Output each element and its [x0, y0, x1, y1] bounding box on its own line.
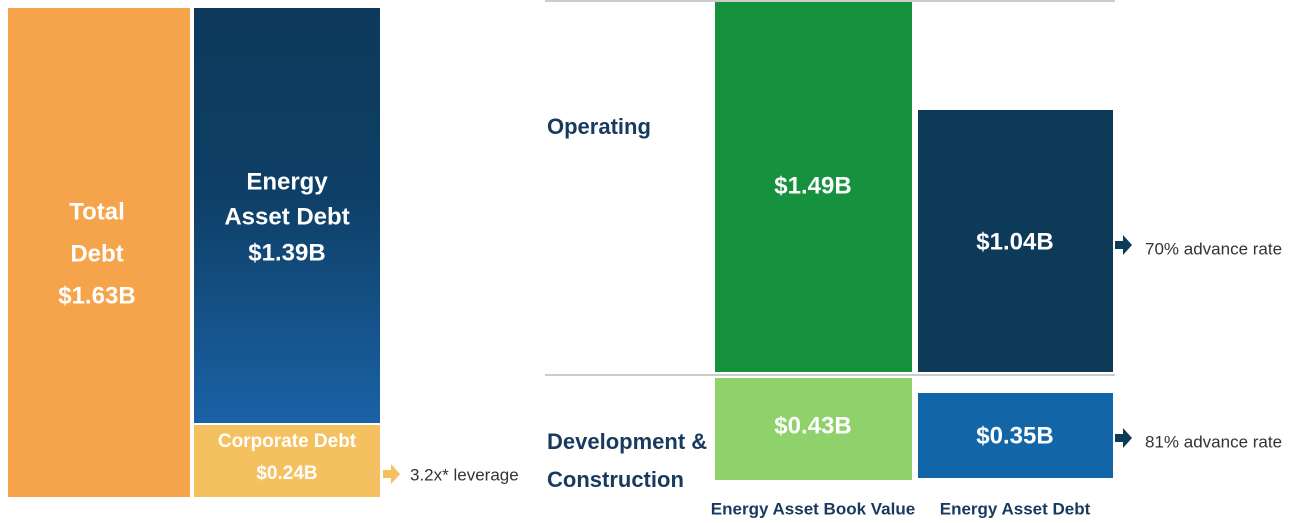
arrow: [1115, 235, 1132, 255]
total-label: Total: [69, 198, 125, 225]
row-label: Operating: [547, 114, 651, 139]
arrow: [1115, 428, 1132, 448]
book-value-development: [715, 378, 912, 480]
row-label: Construction: [547, 467, 684, 492]
value-label: $0.43B: [774, 412, 851, 439]
total-debt-box: [8, 8, 190, 497]
arrow: [383, 464, 400, 484]
column-label: Energy Asset Book Value: [711, 499, 915, 518]
leverage-note: 3.2x* leverage: [410, 465, 519, 484]
energy-asset-debt-box: [194, 8, 380, 423]
debt-development: [918, 393, 1113, 478]
total-value: $1.63B: [58, 282, 135, 309]
value-label: $1.49B: [774, 172, 851, 199]
corporate-debt-box: [194, 425, 380, 497]
total-label: Debt: [70, 240, 123, 267]
column-label: Energy Asset Debt: [940, 499, 1091, 518]
debt-operating: [918, 110, 1113, 372]
row-label: Development &: [547, 429, 707, 454]
corporate-value: $0.24B: [256, 463, 317, 484]
value-label: $1.04B: [976, 228, 1053, 255]
book-value-operating: [715, 2, 912, 372]
corporate-label: Corporate Debt: [218, 431, 357, 452]
energy-label: Energy: [246, 168, 328, 195]
energy-label: Asset Debt: [224, 203, 349, 230]
advance-rate: 81% advance rate: [1145, 432, 1282, 451]
energy-value: $1.39B: [248, 239, 325, 266]
advance-rate: 70% advance rate: [1145, 239, 1282, 258]
value-label: $0.35B: [976, 422, 1053, 449]
